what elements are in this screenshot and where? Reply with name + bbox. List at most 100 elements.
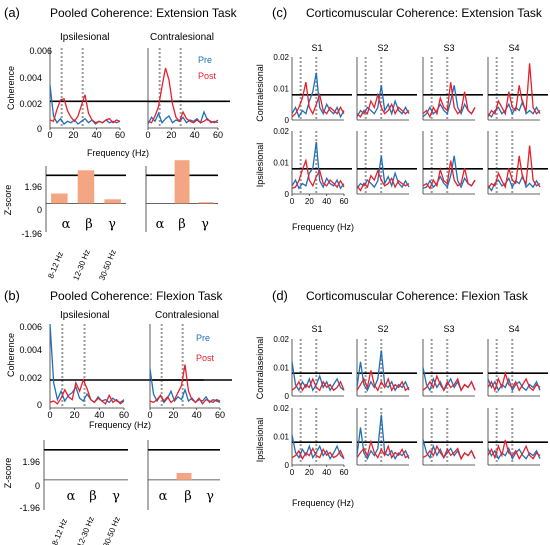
panel-d-r0-s1-ytick-0: 0.02 [273,335,289,344]
panel-b-band-range-gamma: 30-50 Hz [101,515,122,545]
panel-c-subject-s1: S1 [311,43,322,53]
panel-c-r1-s1-xtick-20: 20 [305,197,314,206]
panel-b-contra-series-post [149,364,221,405]
panel-c-r1-s1-ytick-2: 0 [285,190,290,199]
panel-a-ipsi-band-gamma: γ [108,217,116,232]
panel-d-r0-s2-series-pre [356,350,410,392]
panel-b-ztick-0: 0 [35,481,40,491]
panel-c-r0-s1-ytick-2: 0 [285,116,290,125]
panel-a-ipsi-band-beta: β [85,217,93,232]
panel-a-contra-xtick-20: 20 [166,130,176,140]
panel-b-ztick-196: 1.96 [22,457,40,467]
panel-c-r1-s1-ytick-0: 0.02 [273,127,289,136]
panel-a-contra-xtick-0: 0 [145,130,150,140]
panel-c-r0-s2-series-pre [356,85,410,118]
panel-a-ipsi-series-pre [49,85,121,125]
panel-a-contra-band-gamma: γ [201,217,209,232]
panel-c-r0-s1-ytick-0: 0.02 [273,53,289,62]
panel-b-coherence-ylabel: Coherence [6,333,16,377]
panel-a-ztick-0: 0 [37,205,42,215]
panel-a-contra-xtick-40: 40 [190,130,200,140]
panel-c-r0-s1-series-pre [291,72,345,119]
panel-c-r1-s1-series-post [291,158,345,189]
panel-c-r1-s1-xtick-0: 0 [290,197,295,206]
panel-b-title: Pooled Coherence: Flexion Task [50,289,224,303]
panel-d-r0-s1-ytick-2: 0 [285,392,290,401]
panel-c-r1-s2-series-post [356,168,410,192]
panel-a-zscore-ylabel: Z-score [3,185,13,216]
panel-d-row-label-contra: Contralaseional [255,337,265,400]
panel-c-r1-s1-ytick-1: 0.01 [273,159,289,168]
panel-b-col-title-ipsi: Ipsilesional [60,310,109,321]
panel-c-r0-s1-ytick-1: 0.01 [273,85,289,94]
panel-b-zscore-ylabel: Z-score [3,458,13,489]
panel-a-ipsi-xtick-40: 40 [92,130,102,140]
panel-a-ipsi-xtick-60: 60 [115,130,125,140]
panel-b-ipsi-xtick-60: 60 [119,410,129,420]
panel-c-subject-s4: S4 [508,43,519,53]
panel-d-r1-s1-xtick-20: 20 [305,468,314,477]
panel-b-ytick-0006: 0.006 [19,322,42,332]
panel-a-ipsi-zscore-bar-2 [104,199,121,204]
panel-a-ipsi-xtick-20: 20 [68,130,78,140]
panel-a-col-title-contra: Contralesional [150,32,214,43]
panel-d-label: (d) [272,288,288,303]
panel-a-band-range-beta: 12-30 Hz [71,248,92,281]
panel-d-r1-s1-ytick-0: 0.02 [273,404,289,413]
panel-c-subject-s2: S2 [377,43,388,53]
panel-a-ztick-196: 1.96 [24,182,42,192]
panel-b-ytick-0: 0 [37,400,42,410]
panel-d-r0-s1-series-post [291,377,345,392]
panel-b-ipsi-xtick-40: 40 [94,410,104,420]
panel-a-contra-series-pre [147,110,219,125]
panel-d-r0-s4-series-post [487,370,541,393]
panel-d-r1-s1-ytick-1: 0.01 [273,433,289,442]
panel-d-r1-s2-series-pre [356,414,410,461]
panel-a-label: (a) [4,5,20,20]
panel-b-contra-xtick-40: 40 [192,410,202,420]
panel-c-r1-s4-series-post [487,145,541,190]
panel-d-r1-s1-xtick-60: 60 [340,468,349,477]
panel-b-ipsi-xtick-20: 20 [70,410,80,420]
panel-a-ytick-0004: 0.004 [19,73,42,83]
panel-b-contra-xtick-60: 60 [215,410,225,420]
panel-b-contra-series-pre [149,368,221,404]
panel-d-r0-s3-series-post [422,374,476,392]
panel-d-r0-s1-ytick-1: 0.01 [273,364,289,373]
panel-d-r0-s2-series-post [356,370,410,392]
panel-b-legend-pre: Pre [196,333,210,343]
panel-a-ipsi-zscore-bar-1 [77,170,95,204]
panel-c-r1-s1-xtick-40: 40 [322,197,331,206]
panel-d-r1-s4-series-post [487,439,541,461]
panel-c-r1-s1-xtick-60: 60 [340,197,349,206]
panel-c-row-label-ipsi: Ipsilesional [255,143,265,188]
panel-a-legend-pre: Pre [198,55,212,65]
panel-b-contra-zscore-bar-1 [176,473,192,480]
panel-c-r0-s4-series-post [487,63,541,118]
panel-d-row-label-ipsi: Ipsilesional [255,418,265,463]
panel-b-ipsi-band-alpha: α [67,489,76,504]
panel-d-r1-s2-series-post [356,439,410,460]
panel-a-col-title-ipsi: Ipsilesional [60,32,109,43]
panel-a-contra-series-post [147,67,219,124]
panel-b-ipsi-series-pre [49,323,125,404]
panel-d-r1-s1-ytick-2: 0 [285,461,290,470]
panel-c-title: Corticomuscular Coherence: Extension Tas… [306,6,543,20]
panel-c-r0-s2-series-post [356,92,410,118]
panel-d-r1-s1-series-post [291,447,345,461]
panel-b-ytick-0002: 0.002 [19,373,42,383]
panel-b-ytick-0004: 0.004 [19,345,42,355]
panel-a-ytick-0: 0 [37,124,42,134]
panel-d-r1-s1-xtick-40: 40 [322,468,331,477]
panel-c-r1-s1-series-pre [291,141,345,190]
panel-b-legend-post: Post [196,353,215,363]
panel-b-contra-band-beta: β [184,489,192,504]
panel-c-row-label-contra: Contralesional [255,64,265,122]
panel-a-ipsi-series-post [49,94,121,124]
panel-d-xlabel: Frequency (Hz) [292,498,354,508]
panel-c-label: (c) [272,5,287,20]
panel-d-subject-s1: S1 [311,324,322,334]
